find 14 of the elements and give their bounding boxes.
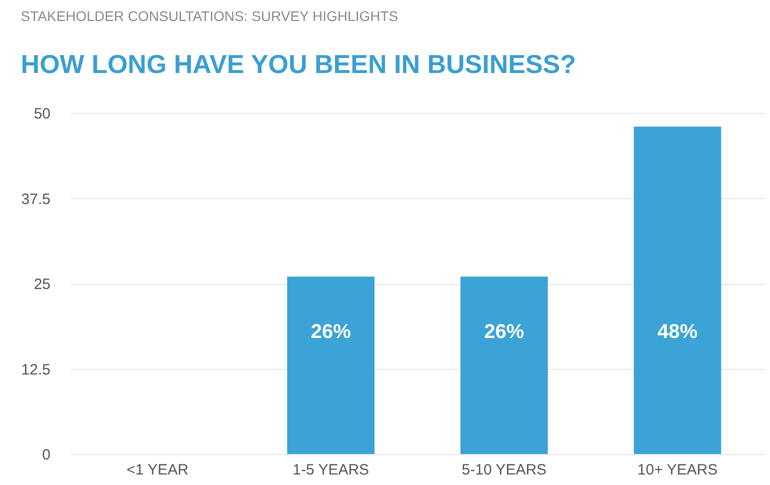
y-tick-label: 12.5 xyxy=(21,361,50,378)
data-label: 48% xyxy=(657,321,698,343)
x-tick-label: <1 YEAR xyxy=(126,462,189,478)
data-label: 26% xyxy=(484,321,524,343)
data-label: 26% xyxy=(310,321,352,343)
y-tick-label: 0 xyxy=(42,446,50,464)
x-tick-label: 5-10 YEARS xyxy=(462,462,547,478)
y-tick-label: 50 xyxy=(34,106,50,122)
x-tick-label: 10+ YEARS xyxy=(637,462,718,478)
x-tick-label: 1-5 YEARS xyxy=(292,462,370,478)
chart-title: STAKEHOLDER CONSULTATIONS: SURVEY HIGHLIGHTS xyxy=(20,8,398,24)
y-tick-label: 25 xyxy=(34,276,50,293)
y-tick-label: 37.5 xyxy=(21,190,50,208)
chart-subtitle: HOW LONG HAVE YOU BEEN IN BUSINESS? xyxy=(20,49,576,79)
